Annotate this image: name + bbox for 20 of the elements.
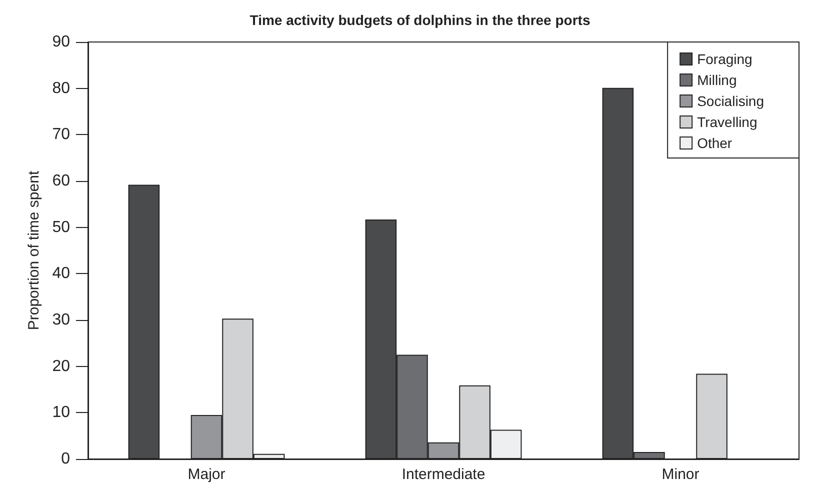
x-tick-label: Minor — [662, 466, 700, 483]
y-tick-label: 70 — [52, 126, 70, 144]
y-tick-label: 30 — [52, 312, 70, 328]
y-tick-label: 50 — [52, 218, 70, 236]
y-tick-label: 0 — [61, 450, 70, 468]
chart-title: Time activity budgets of dolphins in the three ports — [250, 12, 590, 28]
y-tick-label: 80 — [52, 80, 70, 97]
y-tick-label: 90 — [52, 34, 70, 50]
y-tick-label: 10 — [52, 404, 70, 422]
legend-label: Socialising — [697, 93, 764, 109]
x-tick-label: Intermediate — [402, 466, 486, 483]
legend-label: Milling — [697, 72, 737, 88]
y-axis-title: Proportion of time spent — [25, 170, 42, 330]
y-tick-label: 20 — [52, 358, 70, 375]
y-tick-label: 40 — [52, 265, 70, 282]
legend-label: Foraging — [697, 51, 752, 67]
legend-label: Other — [697, 135, 732, 151]
legend-label: Travelling — [697, 114, 758, 130]
x-tick-label: Major — [188, 466, 226, 483]
y-tick-label: 60 — [52, 172, 70, 190]
